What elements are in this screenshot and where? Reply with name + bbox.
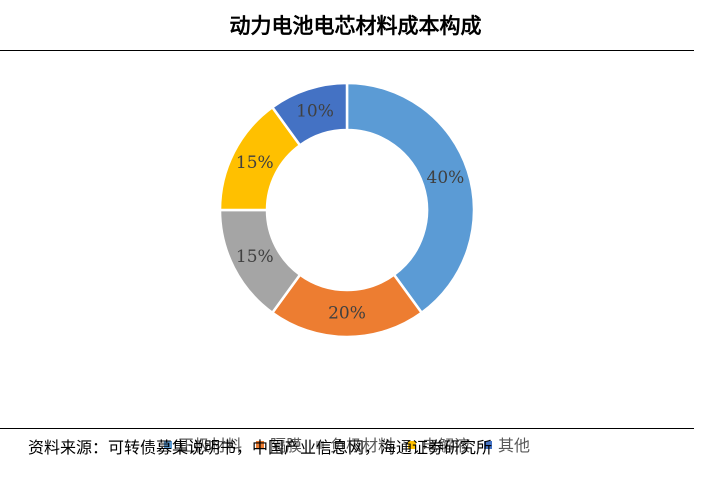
legend-item-5: 其他: [484, 435, 530, 457]
legend-label-1: 正极材料: [177, 436, 242, 455]
donut-chart: 40% 20% 15% 15% 10%: [218, 81, 476, 339]
data-label-3: 15%: [236, 247, 274, 267]
chart-legend: 正极材料 隔膜 负极材料 电解液 其他: [0, 435, 694, 457]
source-note: 资料来源：可转债募集说明书，中国产业信息网，海通证券研究所: [28, 438, 493, 457]
legend-item-2: 隔膜: [255, 435, 302, 457]
legend-label-5: 其他: [498, 436, 531, 455]
data-label-2: 20%: [328, 304, 366, 324]
top-rule: [0, 50, 694, 51]
legend-swatch-4: [408, 440, 416, 449]
legend-label-4: 电解液: [422, 436, 471, 455]
legend-item-4: 电解液: [408, 435, 470, 457]
legend-swatch-1: [163, 440, 172, 449]
donut-slice-5: [270, 81, 349, 148]
legend-label-3: 负极材料: [329, 436, 394, 455]
legend-swatch-5: [484, 440, 493, 449]
chart-title: 动力电池电芯材料成本构成: [229, 14, 482, 38]
data-label-4: 15%: [236, 153, 274, 173]
donut-slice-1: [345, 81, 476, 315]
legend-swatch-2: [255, 440, 264, 449]
legend-swatch-3: [315, 440, 324, 449]
legend-label-2: 隔膜: [269, 436, 302, 455]
chart-area: 40% 20% 15% 15% 10% 正极材料 隔膜 负极材料 电解液 其他: [0, 51, 694, 455]
bottom-rule: [0, 428, 694, 429]
data-label-5: 10%: [296, 102, 334, 122]
data-label-1: 40%: [427, 168, 465, 188]
legend-item-3: 负极材料: [315, 435, 394, 457]
legend-item-1: 正极材料: [163, 435, 242, 457]
